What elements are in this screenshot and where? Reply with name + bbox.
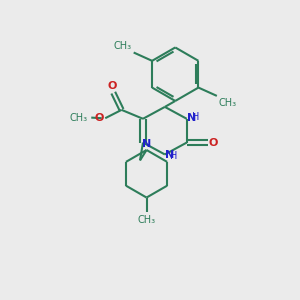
Text: CH₃: CH₃	[69, 112, 87, 123]
Text: N: N	[166, 150, 175, 160]
Text: CH₃: CH₃	[219, 98, 237, 108]
Text: N: N	[142, 139, 151, 149]
Text: H: H	[192, 112, 200, 122]
Text: O: O	[209, 138, 218, 148]
Text: O: O	[95, 113, 104, 123]
Text: N: N	[187, 113, 196, 123]
Text: H: H	[170, 151, 178, 161]
Text: CH₃: CH₃	[137, 215, 156, 225]
Text: O: O	[107, 81, 117, 91]
Text: CH₃: CH₃	[113, 41, 131, 51]
